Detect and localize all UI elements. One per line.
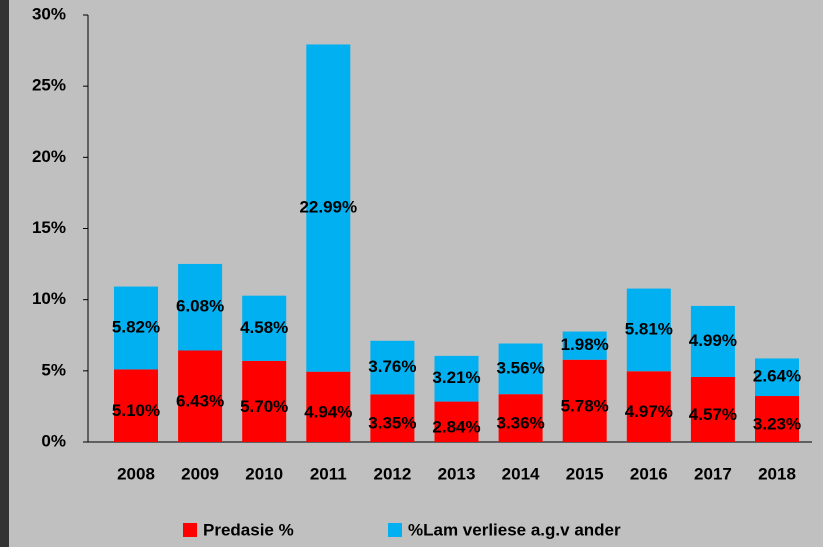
y-tick-label: 15% — [32, 218, 66, 237]
x-tick-label: 2017 — [694, 464, 732, 483]
data-label: 6.43% — [176, 392, 224, 411]
data-label: 22.99% — [299, 198, 357, 217]
bar-segment — [306, 371, 351, 442]
bar-segment — [434, 401, 479, 442]
bar-segment — [178, 263, 223, 351]
bar-segment — [755, 396, 799, 442]
data-label: 4.99% — [689, 331, 737, 350]
x-tick-label: 2011 — [310, 464, 347, 483]
bar-segment — [178, 350, 223, 442]
legend-swatch — [183, 523, 197, 537]
bar-segment — [562, 359, 607, 442]
data-label: 3.21% — [432, 368, 480, 387]
data-label: 3.76% — [368, 357, 416, 376]
data-label: 3.56% — [496, 358, 544, 377]
bar-segment — [498, 394, 543, 442]
y-tick-label: 10% — [32, 289, 66, 308]
y-tick-label: 20% — [32, 147, 66, 166]
legend-swatch — [388, 523, 402, 537]
bar-segment — [242, 360, 287, 442]
legend-label: Predasie % — [203, 520, 294, 539]
bar-segment — [370, 394, 415, 442]
y-tick-label: 0% — [41, 431, 66, 450]
data-label: 5.82% — [112, 317, 160, 336]
bar-segment — [498, 343, 543, 395]
data-label: 4.97% — [625, 402, 673, 421]
data-label: 6.08% — [176, 297, 224, 316]
bar-segment — [626, 288, 671, 372]
bar-segment — [370, 340, 415, 395]
bar-segment — [114, 286, 158, 370]
x-tick-label: 2009 — [181, 464, 219, 483]
bar-segment — [755, 358, 799, 397]
data-label: 5.81% — [625, 319, 673, 338]
data-label: 3.35% — [368, 414, 416, 433]
data-label: 3.36% — [496, 414, 544, 433]
data-label: 2.64% — [753, 367, 801, 386]
x-tick-label: 2014 — [502, 464, 540, 483]
bar-segment — [242, 295, 287, 361]
x-tick-label: 2013 — [438, 464, 476, 483]
x-tick-label: 2015 — [566, 464, 604, 483]
x-tick-label: 2018 — [758, 464, 796, 483]
bar-segment — [690, 376, 735, 442]
data-label: 2.84% — [432, 417, 480, 436]
x-tick-label: 2008 — [117, 464, 155, 483]
x-tick-label: 2010 — [245, 464, 283, 483]
data-label: 5.70% — [240, 397, 288, 416]
y-tick-label: 25% — [32, 76, 66, 95]
bar-segment — [434, 355, 479, 402]
legend-label: %Lam verliese a.g.v ander — [408, 520, 621, 539]
x-tick-label: 2012 — [373, 464, 411, 483]
bar-segment — [114, 369, 158, 442]
y-tick-label: 5% — [41, 360, 66, 379]
data-label: 3.23% — [753, 414, 801, 433]
data-label: 1.98% — [561, 335, 609, 354]
bar-segment — [626, 371, 671, 442]
data-label: 4.94% — [304, 402, 352, 421]
bar-segment — [690, 305, 735, 377]
y-tick-label: 30% — [32, 4, 66, 23]
data-label: 4.58% — [240, 318, 288, 337]
data-label: 4.57% — [689, 405, 737, 424]
x-tick-label: 2016 — [630, 464, 668, 483]
bar-segment — [562, 331, 607, 360]
left-strip — [0, 0, 9, 547]
bar-segment — [306, 44, 351, 372]
data-label: 5.10% — [112, 401, 160, 420]
data-label: 5.78% — [561, 396, 609, 415]
